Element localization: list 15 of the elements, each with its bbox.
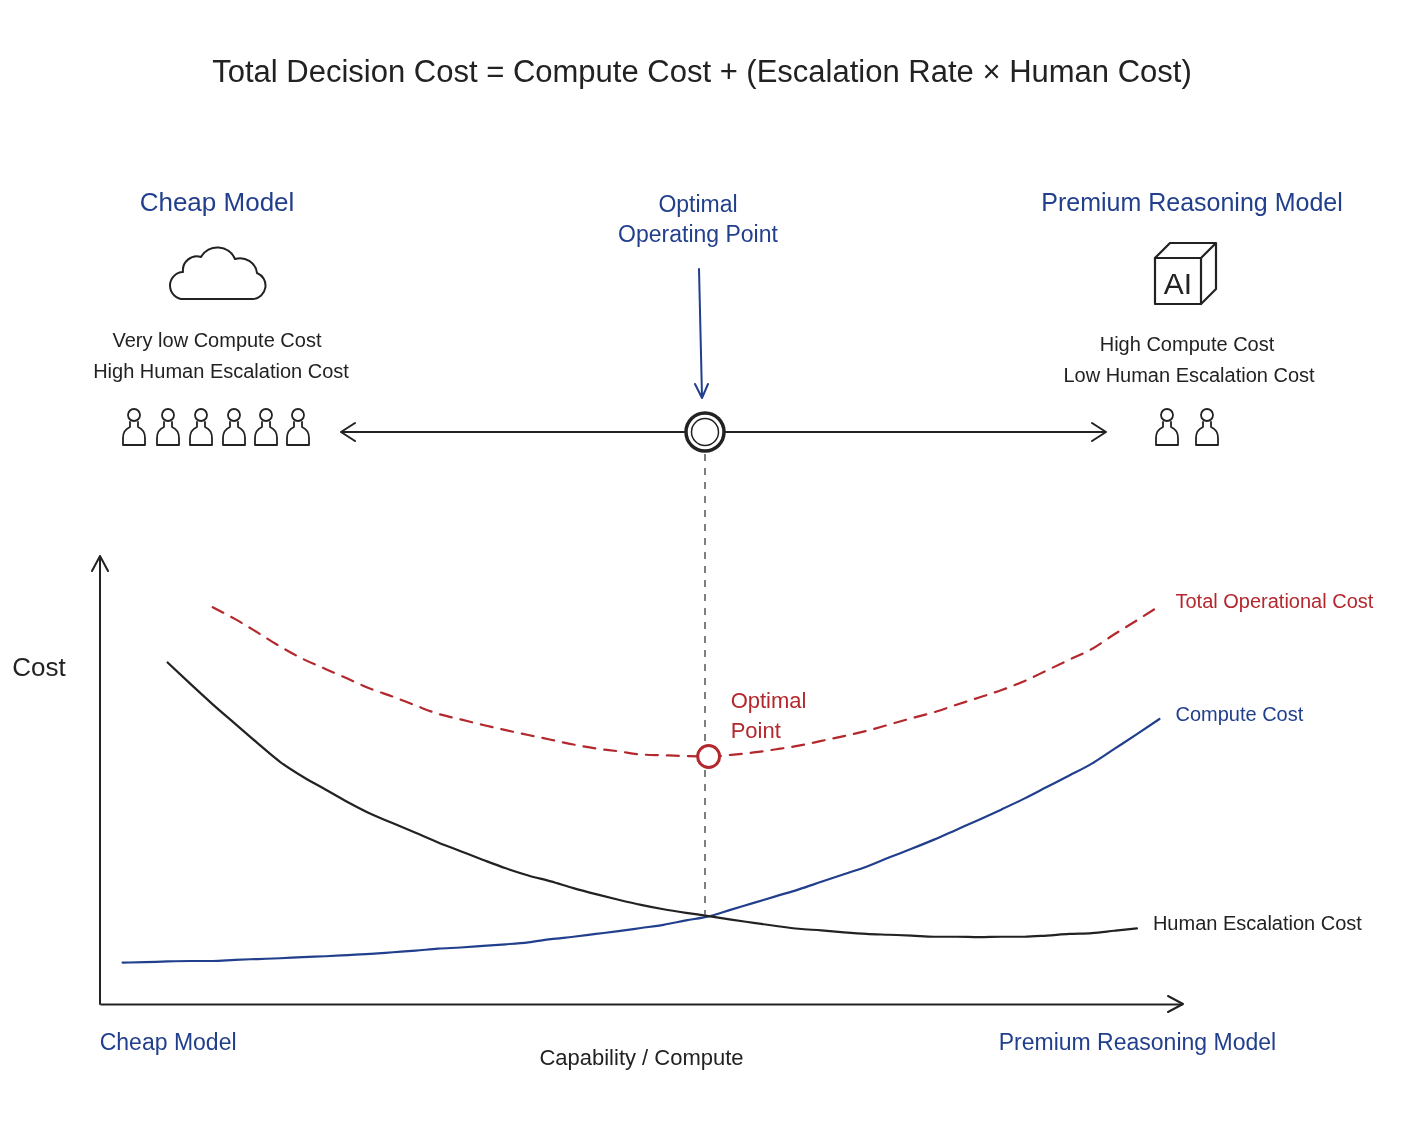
- text: Premium Reasoning Model: [1041, 186, 1343, 218]
- series-label: Optimal Point: [730, 688, 807, 744]
- text: Low Human Escalation Cost: [1063, 363, 1315, 388]
- text: Optimal Operating Point: [617, 190, 779, 249]
- text: High Compute Cost: [1099, 332, 1275, 357]
- x-axis-title: Capability / Compute: [539, 1044, 744, 1070]
- y-axis-title: Cost: [12, 651, 66, 685]
- chart-title: Total Decision Cost = Compute Cost + (Escalation Rate × Human Cost): [212, 52, 1192, 91]
- series-label: Human Escalation Cost: [1152, 912, 1363, 935]
- text: Cheap Model: [139, 186, 295, 220]
- text: Very low Compute Cost: [112, 328, 322, 353]
- series-label: Compute Cost: [1175, 703, 1304, 726]
- series-label: Total Operational Cost: [1175, 590, 1374, 612]
- text: AI: [1163, 265, 1193, 302]
- text: High Human Escalation Cost: [93, 359, 349, 384]
